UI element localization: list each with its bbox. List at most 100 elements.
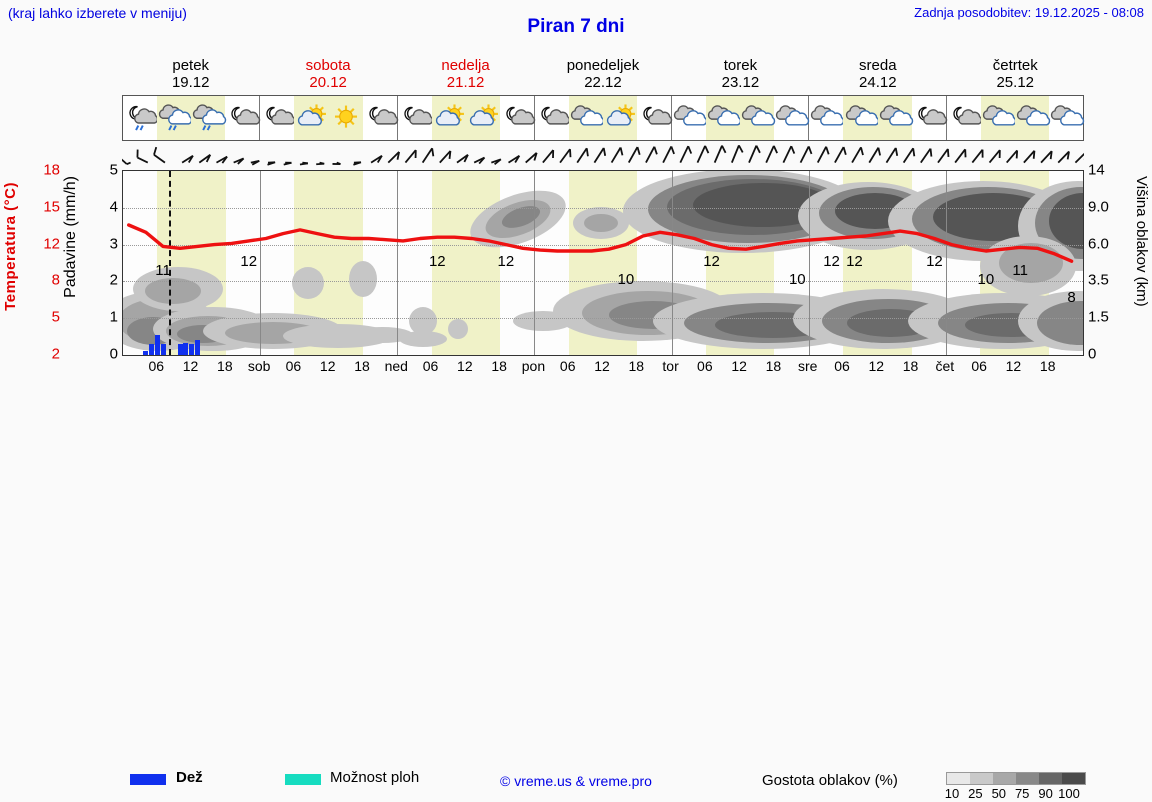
moon-cloud-icon (398, 103, 432, 133)
day-name: sobota (259, 57, 396, 74)
copyright-link[interactable]: © vreme.us & vreme.pro (500, 773, 652, 789)
precipitation-tick: 5 (92, 162, 118, 179)
cloud-cloud-icon (740, 103, 774, 133)
showers-legend-label: Možnost ploh (330, 769, 419, 786)
time-tick-label: 18 (903, 358, 919, 374)
icon-day-ponedeljek (535, 96, 672, 140)
temperature-tick: 5 (30, 309, 60, 326)
temperature-axis-title: Temperatura (°C) (2, 182, 19, 311)
temperature-label: 11 (155, 262, 171, 279)
day-name: sreda (809, 57, 946, 74)
icon-cell (500, 96, 534, 140)
temperature-tick: 2 (30, 346, 60, 363)
sun-icon (328, 103, 362, 133)
time-tick-label: 12 (320, 358, 336, 374)
day-name: petek (122, 57, 259, 74)
icon-cell (706, 96, 740, 140)
time-tick-label: ned (385, 358, 408, 374)
day-date: 24.12 (809, 74, 946, 91)
day-date: 21.12 (397, 74, 534, 91)
time-tick-label: 12 (731, 358, 747, 374)
day-date: 20.12 (259, 74, 396, 91)
temperature-label: 12 (703, 253, 720, 270)
rain-swatch (130, 774, 166, 785)
time-tick-label: 06 (834, 358, 850, 374)
sun-cloud-icon (603, 103, 637, 133)
time-tick-label: 18 (491, 358, 507, 374)
cloud-density-step (947, 773, 970, 784)
time-tick-label: 06 (423, 358, 439, 374)
cloud-height-axis-title: Višina oblakov (km) (1133, 176, 1150, 307)
cloud-density-legend-title: Gostota oblakov (%) (762, 772, 898, 789)
moon-cloud-icon (912, 103, 946, 133)
cloud-height-tick: 14 (1088, 162, 1122, 179)
cloud-height-tick: 6.0 (1088, 235, 1122, 252)
icon-day-sreda (809, 96, 946, 140)
temperature-tick: 12 (30, 235, 60, 252)
cloud-height-tick: 0 (1088, 346, 1122, 363)
wind-barbs (122, 142, 1084, 170)
temperature-label: 12 (926, 253, 943, 270)
icon-cell (260, 96, 294, 140)
temperature-label: 10 (978, 271, 995, 288)
icon-cell (672, 96, 706, 140)
icon-cell (740, 96, 774, 140)
cloud-density-step (1062, 773, 1085, 784)
icon-cell (225, 96, 259, 140)
cloud-density-tick: 50 (992, 786, 1006, 801)
icon-cell (191, 96, 225, 140)
time-tick-label: 06 (560, 358, 576, 374)
day-name: četrtek (947, 57, 1084, 74)
cloud-density-tick: 90 (1038, 786, 1052, 801)
icon-day-četrtek (947, 96, 1083, 140)
day-date: 25.12 (947, 74, 1084, 91)
icon-cell (637, 96, 671, 140)
precipitation-tick: 2 (92, 272, 118, 289)
time-tick-label: 18 (1040, 358, 1056, 374)
cloud-cloud-icon (981, 103, 1015, 133)
icon-cell (809, 96, 843, 140)
wind-barb-strip (122, 142, 1084, 170)
cloud-cloud-rain-icon (157, 103, 191, 133)
cloud-density-step (1039, 773, 1062, 784)
time-tick-label: tor (662, 358, 678, 374)
icon-cell (569, 96, 603, 140)
icon-cell (157, 96, 191, 140)
horizontal-gridline (123, 355, 1083, 356)
temperature-label: 12 (846, 253, 863, 270)
icon-cell (535, 96, 569, 140)
moon-cloud-icon (260, 103, 294, 133)
day-name: nedelja (397, 57, 534, 74)
temperature-label: 10 (618, 271, 635, 288)
moon-cloud-icon (947, 103, 981, 133)
cloud-cloud-icon (878, 103, 912, 133)
moon-cloud-icon (535, 103, 569, 133)
icon-cell (328, 96, 362, 140)
cloud-density-tick: 75 (1015, 786, 1029, 801)
temperature-tick: 8 (30, 272, 60, 289)
icon-cell (947, 96, 981, 140)
icon-day-petek (123, 96, 260, 140)
temperature-label: 11 (1012, 262, 1028, 279)
time-tick-label: sob (248, 358, 271, 374)
icon-cell (1049, 96, 1083, 140)
icon-cell (878, 96, 912, 140)
cloud-density-tick: 100 (1058, 786, 1080, 801)
day-name: torek (672, 57, 809, 74)
moon-cloud-icon (363, 103, 397, 133)
cloud-height-tick: 9.0 (1088, 198, 1122, 215)
icon-cell (912, 96, 946, 140)
temperature-label: 10 (789, 271, 806, 288)
cloud-cloud-icon (1049, 103, 1083, 133)
icon-day-nedelja (398, 96, 535, 140)
icon-cell (432, 96, 466, 140)
precipitation-axis-title: Padavine (mm/h) (62, 176, 80, 298)
cloud-cloud-icon (569, 103, 603, 133)
